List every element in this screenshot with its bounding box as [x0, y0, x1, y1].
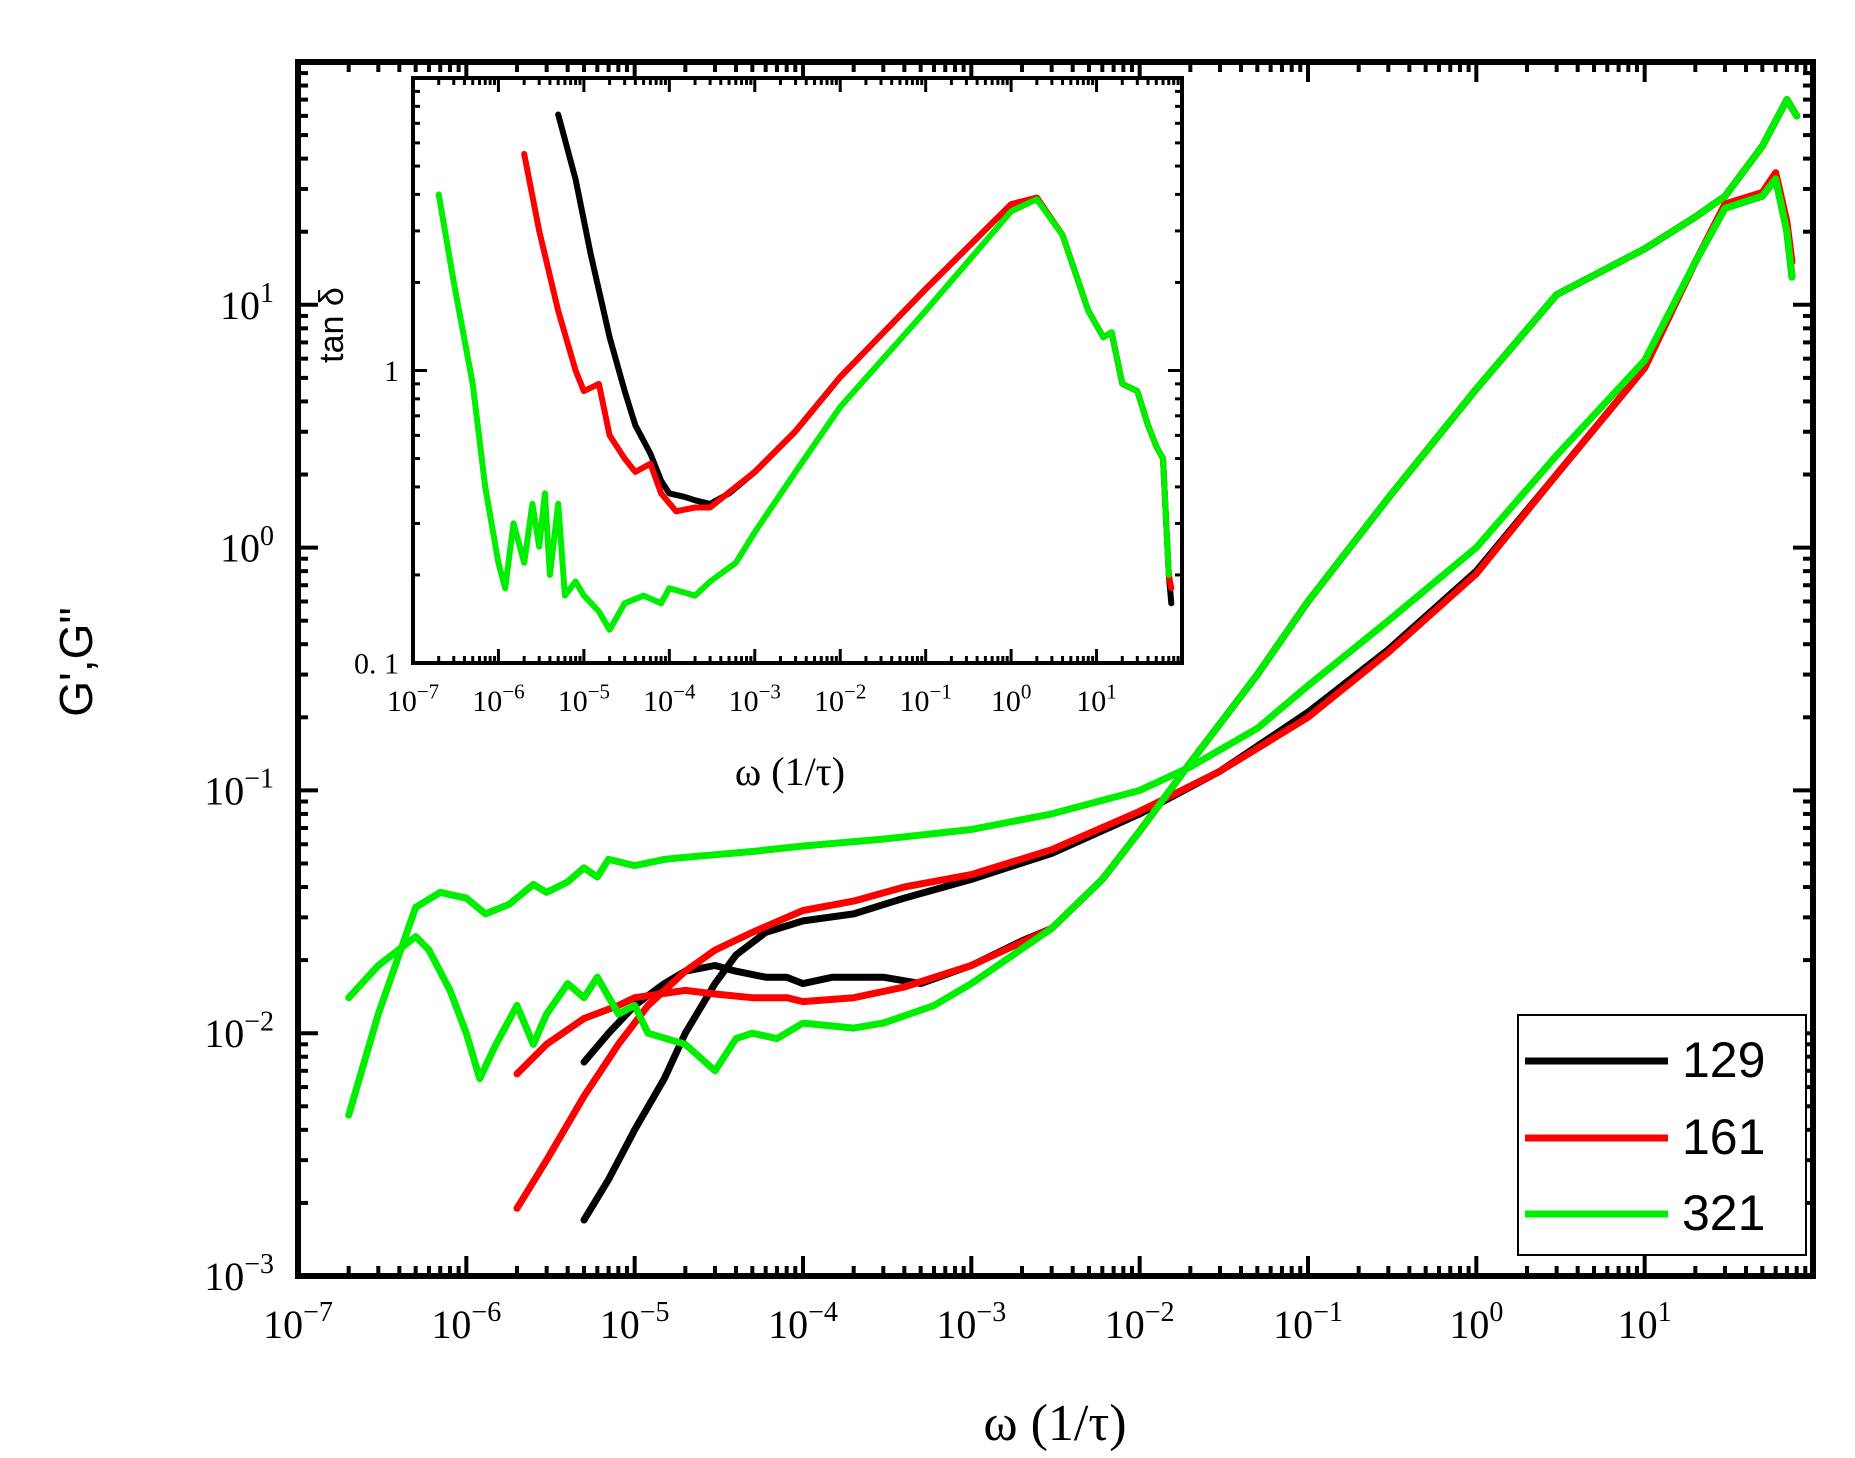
main-x-tick-label: 10−1	[1273, 1297, 1343, 1347]
main-x-tick-exponent: −6	[471, 1297, 501, 1328]
main-y-tick-label: 10−3	[204, 1249, 274, 1299]
main-y-tick-base: 10	[220, 526, 260, 571]
main-y-tick-label: 101	[220, 278, 274, 328]
inset-x-tick-exponent: −1	[929, 679, 951, 703]
main-x-tick-label: 10−3	[936, 1297, 1006, 1347]
legend: 129 161 321	[1517, 1014, 1807, 1256]
main-chart: 10−7 10−6 10−5 10−4 10−3 10−2 10−1 100 101 10−31…	[50, 59, 1816, 1452]
inset-x-tick-base: 10	[1076, 685, 1106, 718]
main-x-tick-label: 10−5	[600, 1297, 670, 1347]
main-ticks	[296, 60, 1815, 1278]
main-y-tick-base: 10	[220, 283, 260, 328]
inset-y-tick-label: 0. 1	[354, 648, 399, 681]
inset-ticks	[411, 76, 1184, 665]
main-y-tick-label: 10−1	[204, 764, 274, 814]
main-plot-frame	[295, 59, 1816, 1279]
inset-x-tick-exponent: 1	[1106, 679, 1117, 703]
inset-x-tick-base: 10	[387, 685, 417, 718]
inset-series-321	[435, 191, 1172, 633]
main-x-tick-base: 10	[1618, 1302, 1658, 1347]
main-x-tick-label: 101	[1618, 1297, 1672, 1347]
main-xtick-labels: 10−7 10−6 10−5 10−4 10−3 10−2 10−1 100 101	[263, 1297, 1672, 1347]
legend-label-129: 129	[1682, 1032, 1765, 1088]
inset-x-tick-label: 10−5	[558, 679, 610, 718]
main-series-group	[345, 96, 1801, 1224]
main-y-tick-exponent: 0	[260, 521, 274, 552]
main-y-tick-label: 10−2	[204, 1006, 274, 1056]
inset-y-tick-label: 1	[384, 355, 399, 388]
main-x-tick-exponent: −3	[976, 1297, 1006, 1328]
inset-chart: 10−7 10−6 10−5 10−4 10−3 10−2 10−1 100 101 0. 11…	[313, 76, 1184, 794]
main-y-tick-base: 10	[204, 1011, 244, 1056]
inset-x-tick-label: 10−6	[472, 679, 524, 718]
inset-x-tick-label: 10−1	[899, 679, 951, 718]
inset-x-tick-exponent: −3	[759, 679, 781, 703]
main-y-tick-exponent: 1	[260, 278, 274, 309]
main-x-tick-base: 10	[263, 1302, 303, 1347]
main-x-tick-label: 10−2	[1105, 1297, 1175, 1347]
inset-ytick-labels: 0. 1 1	[354, 355, 399, 681]
main-x-tick-label: 100	[1449, 1297, 1503, 1347]
main-x-tick-base: 10	[600, 1302, 640, 1347]
main-x-tick-base: 10	[1273, 1302, 1313, 1347]
inset-x-tick-base: 10	[899, 685, 929, 718]
main-x-axis-label: ω (1/τ)	[983, 1395, 1126, 1452]
main-x-tick-exponent: 1	[1658, 1297, 1672, 1328]
main-x-tick-base: 10	[936, 1302, 976, 1347]
inset-x-tick-base: 10	[472, 685, 502, 718]
inset-series-group	[435, 111, 1175, 633]
inset-x-tick-label: 10−2	[814, 679, 866, 718]
main-y-tick-exponent: −2	[244, 1006, 274, 1037]
legend-label-161: 161	[1682, 1109, 1765, 1165]
main-x-tick-base: 10	[1105, 1302, 1145, 1347]
main-x-tick-base: 10	[1449, 1302, 1489, 1347]
main-x-tick-label: 10−7	[263, 1297, 333, 1347]
main-y-axis-label: G',G"	[50, 607, 102, 716]
main-x-tick-exponent: −5	[640, 1297, 670, 1328]
inset-x-tick-label: 100	[991, 679, 1032, 718]
inset-x-tick-exponent: −2	[844, 679, 866, 703]
main-x-tick-base: 10	[768, 1302, 808, 1347]
inset-y-axis-label: tan δ	[313, 287, 351, 363]
main-x-tick-exponent: 0	[1489, 1297, 1503, 1328]
main-y-tick-exponent: −1	[244, 764, 274, 795]
inset-x-tick-exponent: −6	[502, 679, 524, 703]
main-series-321-g	[345, 96, 1801, 1083]
inset-x-tick-label: 10−7	[387, 679, 439, 718]
main-x-tick-exponent: −7	[303, 1297, 333, 1328]
inset-xtick-labels: 10−7 10−6 10−5 10−4 10−3 10−2 10−1 100 101	[387, 679, 1117, 718]
main-x-tick-label: 10−6	[431, 1297, 501, 1347]
main-series-321-g	[345, 175, 1796, 1119]
inset-background	[413, 78, 1182, 663]
inset-x-tick-base: 10	[729, 685, 759, 718]
inset-x-tick-label: 10−3	[729, 679, 781, 718]
main-x-tick-base: 10	[431, 1302, 471, 1347]
main-y-tick-base: 10	[204, 768, 244, 813]
main-x-tick-exponent: −2	[1145, 1297, 1175, 1328]
inset-x-tick-base: 10	[814, 685, 844, 718]
inset-x-tick-base: 10	[643, 685, 673, 718]
inset-x-tick-exponent: −4	[673, 679, 696, 703]
inset-x-tick-base: 10	[991, 685, 1021, 718]
main-x-tick-exponent: −4	[808, 1297, 838, 1328]
inset-x-axis-label: ω (1/τ)	[735, 749, 845, 794]
main-y-tick-label: 100	[220, 521, 274, 571]
inset-x-tick-exponent: −7	[417, 679, 439, 703]
legend-label-321: 321	[1682, 1185, 1765, 1241]
main-y-tick-base: 10	[204, 1254, 244, 1299]
main-y-tick-exponent: −3	[244, 1249, 274, 1280]
main-x-tick-exponent: −1	[1313, 1297, 1343, 1328]
inset-x-tick-base: 10	[558, 685, 588, 718]
inset-x-tick-label: 10−4	[643, 679, 696, 718]
main-x-tick-label: 10−4	[768, 1297, 838, 1347]
inset-x-tick-exponent: 0	[1021, 679, 1032, 703]
inset-x-tick-label: 101	[1076, 679, 1117, 718]
inset-x-tick-exponent: −5	[588, 679, 610, 703]
